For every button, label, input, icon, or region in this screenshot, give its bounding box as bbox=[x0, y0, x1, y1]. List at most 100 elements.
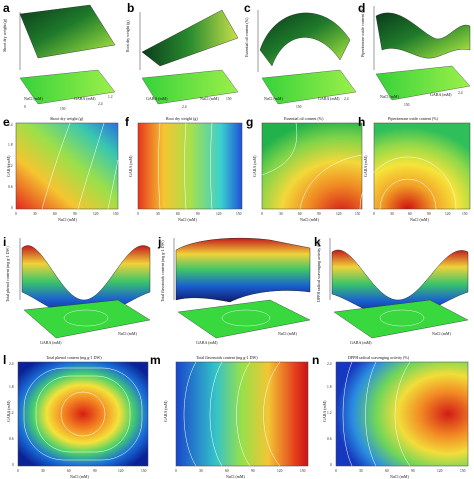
x-tick-n-4: 120 bbox=[437, 469, 443, 473]
x-tick-h-1: 30 bbox=[390, 212, 394, 216]
panel-label-b: b bbox=[127, 1, 134, 15]
panel-g: g Essential oil content (%) NaCl (mM) GA… bbox=[246, 115, 363, 222]
zaxis-label-c: Essential oil content (%) bbox=[244, 17, 249, 57]
panel-label-m: m bbox=[150, 353, 161, 367]
xticks-e: 0 30 60 90 120 150 bbox=[15, 212, 119, 216]
x-tick-f-4: 120 bbox=[216, 212, 222, 216]
xticks-m: 0 30 60 90 120 150 bbox=[175, 469, 306, 473]
xaxis-label-j: NaCl (mM) bbox=[278, 331, 297, 336]
zaxis-label-a: Shoot dry weight (g) bbox=[2, 18, 7, 52]
title-g: Essential oil content (%) bbox=[284, 116, 324, 121]
title-f: Root dry weight (g) bbox=[166, 116, 198, 121]
title-e: Shoot dry weight (g) bbox=[50, 116, 84, 121]
x-tick-l-4: 120 bbox=[118, 469, 124, 473]
panel-j: j Total flavonoids content (mg g-1 DW) G… bbox=[157, 235, 311, 345]
yticks-l: 0 0.6 1.2 1.8 2.4 bbox=[9, 362, 14, 467]
yticks-e: 0 0.6 1.2 1.8 2.4 bbox=[8, 123, 13, 210]
x-tick-n-3: 90 bbox=[411, 469, 415, 473]
ylabel-e: GABA (mM) bbox=[6, 155, 11, 177]
ylabel-m: GABA (mM) bbox=[163, 400, 168, 422]
yaxis-label-i: GABA (mM) bbox=[40, 340, 62, 345]
xaxis-label-c: NaCl (mM) bbox=[264, 96, 283, 101]
panel-label-k: k bbox=[314, 235, 321, 249]
y-tick-d-0: 2.4 bbox=[458, 91, 463, 95]
xticks-f: 0 30 60 90 120 150 bbox=[137, 212, 242, 216]
panel-label-f: f bbox=[125, 115, 130, 129]
xticks-h: 0 30 60 90 120 150 bbox=[373, 212, 468, 216]
title-n: DPPH radical scavenging activity (%) bbox=[348, 355, 410, 360]
y-tick-e-1: 0.6 bbox=[8, 185, 13, 189]
x-tick-a-1: 150 bbox=[60, 107, 66, 111]
x-tick-h-2: 60 bbox=[408, 212, 412, 216]
x-tick-f-0: 0 bbox=[137, 212, 139, 216]
panel-label-e: e bbox=[3, 115, 10, 129]
x-tick-f-5: 150 bbox=[236, 212, 242, 216]
panel-label-c: c bbox=[244, 1, 251, 15]
x-tick-f-3: 90 bbox=[196, 212, 200, 216]
xlabel-g: NaCl (mM) bbox=[300, 217, 319, 222]
x-tick-m-0: 0 bbox=[175, 469, 177, 473]
x-tick-h-5: 150 bbox=[462, 212, 468, 216]
x-tick-c-0: 150 bbox=[296, 105, 302, 109]
ylabel-l: GABA (mM) bbox=[6, 400, 11, 422]
y-tick-e-0: 0 bbox=[11, 206, 13, 210]
panel-a: a Shoot dry weight (g) 0 150 2.4 1.2 NaC… bbox=[2, 1, 116, 111]
xlabel-l: NaCl (mM) bbox=[70, 474, 89, 479]
ylabel-n: GABA (mM) bbox=[322, 400, 327, 422]
xticks-g: 0 30 60 90 120 150 bbox=[261, 212, 361, 216]
yaxis-label-j: GABA (mM) bbox=[196, 340, 218, 345]
zaxis-label-j: Total flavonoids content (mg g-1 DW) bbox=[160, 240, 165, 302]
zaxis-label-b: Root dry weight (g) bbox=[125, 20, 130, 52]
x-tick-g-2: 60 bbox=[298, 212, 302, 216]
panel-label-a: a bbox=[3, 1, 10, 15]
title-l: Total phenol content (mg g-1 DW) bbox=[46, 355, 102, 360]
panel-e: e Shoot dry weight (g) NaCl (mM) GABA (m… bbox=[3, 115, 119, 222]
panel-l: l Total phenol content (mg g-1 DW) NaCl … bbox=[3, 353, 149, 479]
yticks-n: 0 0.6 1.2 1.8 2.4 bbox=[327, 362, 332, 467]
x-tick-l-5: 150 bbox=[141, 469, 147, 473]
xaxis-label-k: NaCl (mM) bbox=[432, 331, 451, 336]
x-tick-m-5: 150 bbox=[300, 469, 306, 473]
x-tick-m-2: 60 bbox=[225, 469, 229, 473]
x-tick-n-2: 60 bbox=[385, 469, 389, 473]
x-tick-g-1: 30 bbox=[279, 212, 283, 216]
yaxis-label-c: GABA (mM) bbox=[318, 96, 340, 101]
y-tick-c-0: 2.4 bbox=[344, 97, 349, 101]
ylabel-h: GABA (mM) bbox=[363, 155, 368, 177]
xticks-n: 0 30 60 90 120 150 bbox=[335, 469, 466, 473]
x-tick-e-5: 150 bbox=[113, 212, 119, 216]
ylabel-g: GABA (mM) bbox=[252, 155, 257, 177]
panel-c: c Essential oil content (%) NaCl (mM) GA… bbox=[244, 1, 357, 109]
x-tick-a-0: 0 bbox=[24, 105, 26, 109]
panel-b: b Root dry weight (g) GABA (mM) NaCl (mM… bbox=[125, 1, 239, 109]
y-tick-l-2: 1.2 bbox=[9, 411, 14, 415]
panel-n: n DPPH radical scavenging activity (%) N… bbox=[312, 353, 469, 479]
yaxis-label-b: NaCl (mM) bbox=[200, 96, 219, 101]
panel-k: k DPPH radical scavenging activity (%) G… bbox=[314, 235, 469, 345]
panel-label-n: n bbox=[312, 353, 319, 367]
x-tick-l-2: 60 bbox=[67, 469, 71, 473]
y-tick-a-0: 2.4 bbox=[98, 102, 103, 106]
x-tick-m-4: 120 bbox=[277, 469, 283, 473]
panel-d: d Piperitenone oxide content (%) NaCl (m… bbox=[358, 1, 471, 107]
y-tick-n-1: 0.6 bbox=[327, 437, 332, 441]
zaxis-label-d: Piperitenone oxide content (%) bbox=[360, 6, 365, 57]
xticks-l: 0 30 60 90 120 150 bbox=[17, 469, 147, 473]
x-tick-e-0: 0 bbox=[15, 212, 17, 216]
x-tick-n-5: 150 bbox=[460, 469, 466, 473]
zaxis-label-i: Total phenol content (mg g-1 DW) bbox=[5, 246, 10, 302]
y-tick-a-1: 1.2 bbox=[108, 95, 113, 99]
y-tick-n-4: 2.4 bbox=[327, 362, 332, 366]
x-tick-g-4: 120 bbox=[336, 212, 342, 216]
xlabel-m: NaCl (mM) bbox=[226, 474, 245, 479]
y-tick-n-0: 0 bbox=[330, 463, 332, 467]
x-tick-h-3: 90 bbox=[427, 212, 431, 216]
x-tick-m-3: 90 bbox=[251, 469, 255, 473]
panel-i: i Total phenol content (mg g-1 DW) GABA … bbox=[3, 235, 151, 345]
y-tick-l-1: 0.6 bbox=[9, 437, 14, 441]
xlabel-f: NaCl (mM) bbox=[178, 217, 197, 222]
title-h: Piperitenone oxide content (%) bbox=[388, 116, 439, 121]
y-tick-l-4: 2.4 bbox=[9, 362, 14, 366]
y-tick-l-3: 1.8 bbox=[9, 385, 14, 389]
x-tick-h-0: 0 bbox=[373, 212, 375, 216]
